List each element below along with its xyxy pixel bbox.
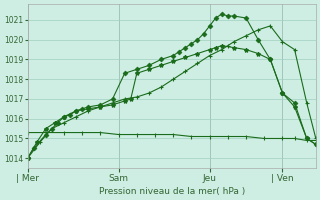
X-axis label: Pression niveau de la mer( hPa ): Pression niveau de la mer( hPa ) (99, 187, 245, 196)
